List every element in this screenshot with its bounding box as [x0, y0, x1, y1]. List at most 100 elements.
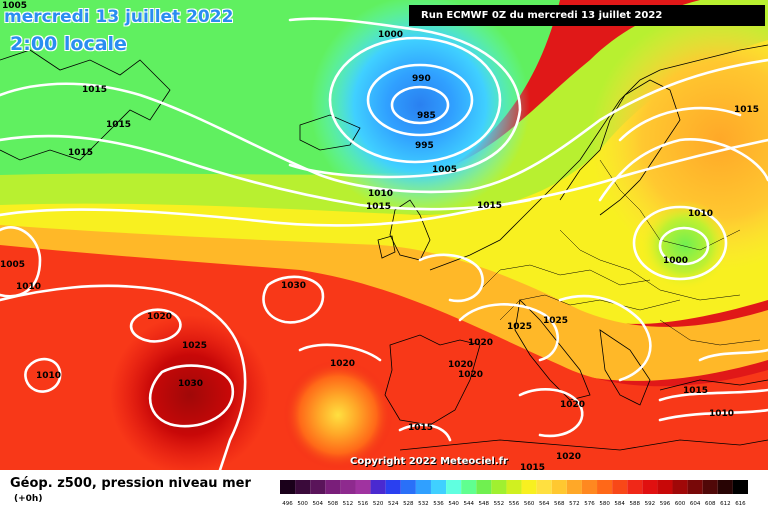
pressure-label: 1030 [178, 379, 203, 389]
run-info-text: Run ECMWF 0Z du mercredi 13 juillet 2022 [421, 10, 663, 21]
color-swatch [430, 480, 447, 494]
color-tick-label: 520 [373, 501, 384, 507]
color-swatch [506, 480, 522, 494]
color-tick-label: 508 [328, 501, 339, 507]
color-swatch [627, 480, 643, 494]
color-swatch [295, 480, 311, 494]
pressure-label: 1020 [330, 359, 355, 369]
color-swatch [385, 480, 401, 494]
run-info-box: Run ECMWF 0Z du mercredi 13 juillet 2022 [409, 5, 765, 26]
pressure-label: 1005 [2, 1, 27, 11]
color-tick-label: 584 [614, 501, 625, 507]
pressure-label: 1010 [16, 282, 41, 292]
pressure-label: 1020 [560, 400, 585, 410]
pressure-label: 1015 [82, 85, 107, 95]
color-swatch [657, 480, 673, 494]
pressure-label: 1015 [520, 463, 545, 470]
color-swatch [310, 480, 326, 494]
pressure-label: 1015 [734, 105, 759, 115]
color-swatch [581, 480, 598, 494]
color-swatch [461, 480, 477, 494]
color-tick-label: 604 [690, 501, 701, 507]
color-swatch [400, 480, 416, 494]
color-swatch [325, 480, 341, 494]
color-tick-label: 544 [463, 501, 474, 507]
color-swatch [476, 480, 492, 494]
color-swatch [566, 480, 582, 494]
color-tick-label: 540 [448, 501, 459, 507]
pressure-label: 1015 [106, 120, 131, 130]
color-swatch [687, 480, 703, 494]
color-swatch [536, 480, 552, 494]
color-swatch [702, 480, 718, 494]
color-swatch [717, 480, 733, 494]
color-tick-label: 616 [735, 501, 746, 507]
color-tick-label: 496 [282, 501, 293, 507]
pressure-label: 1025 [507, 322, 532, 332]
color-swatch [642, 480, 658, 494]
color-tick-label: 560 [524, 501, 535, 507]
color-swatch [415, 480, 431, 494]
color-tick-label: 512 [343, 501, 354, 507]
weather-map: 1005 1015 1015 1015 1000 990 985 995 1005 1010 101… [0, 0, 768, 470]
color-tick-label: 556 [509, 501, 520, 507]
pressure-label: 995 [415, 141, 434, 151]
color-swatch [551, 480, 567, 494]
color-tick-label: 564 [539, 501, 550, 507]
color-swatch [732, 480, 748, 494]
pressure-label: 1020 [468, 338, 493, 348]
color-swatch [355, 480, 371, 494]
color-swatch [521, 480, 537, 494]
color-tick-label: 552 [494, 501, 505, 507]
color-tick-label: 548 [479, 501, 490, 507]
pressure-label: 1025 [543, 316, 568, 326]
pressure-label: 990 [412, 74, 431, 84]
isobars [0, 17, 768, 470]
pressure-label: 1010 [36, 371, 61, 381]
color-scale-bar: 496 500 504 508 512 516 520 524 528 532 536 540 544 5… [280, 480, 748, 507]
color-tick-label: 580 [599, 501, 610, 507]
coastlines [0, 44, 768, 451]
color-swatch [672, 480, 688, 494]
pressure-label: 1015 [366, 202, 391, 212]
pressure-label: 1000 [663, 256, 688, 266]
color-tick-label: 588 [630, 501, 641, 507]
color-tick-label: 528 [403, 501, 414, 507]
color-tick-label: 516 [358, 501, 369, 507]
pressure-label: 1020 [556, 452, 581, 462]
pressure-label: 985 [417, 111, 436, 121]
color-swatch [340, 480, 356, 494]
color-tick-label: 576 [584, 501, 595, 507]
pressure-label: 1015 [477, 201, 502, 211]
color-tick-label: 592 [645, 501, 656, 507]
shade-atlantic-high [100, 310, 280, 470]
pressure-label: 1015 [68, 148, 93, 158]
color-tick-label: 612 [720, 501, 731, 507]
pressure-label: 1020 [448, 360, 473, 370]
pressure-label: 1020 [147, 312, 172, 322]
color-tick-label: 524 [388, 501, 399, 507]
pressure-label: 1015 [683, 386, 708, 396]
pressure-label: 1010 [688, 209, 713, 219]
color-tick-label: 608 [705, 501, 716, 507]
color-tick-label: 532 [418, 501, 429, 507]
color-swatch [446, 480, 462, 494]
pressure-label: 1005 [0, 260, 25, 270]
color-tick-label: 600 [675, 501, 686, 507]
color-tick-label: 596 [660, 501, 671, 507]
pressure-label: 1025 [182, 341, 207, 351]
color-tick-label: 568 [554, 501, 565, 507]
pressure-label: 1015 [408, 423, 433, 433]
lead-time-label: (+0h) [14, 494, 43, 504]
country-borders [479, 159, 761, 346]
shade-atlantic-low [250, 0, 590, 220]
pressure-label: 1000 [378, 30, 403, 40]
color-swatch [612, 480, 628, 494]
color-tick-label: 500 [297, 501, 308, 507]
pressure-label: 1030 [281, 281, 306, 291]
color-swatch [370, 480, 386, 494]
color-swatch [491, 480, 507, 494]
date-title: mercredi 13 juillet 2022 [4, 7, 234, 27]
color-swatch [280, 480, 296, 494]
pressure-label: 1005 [432, 165, 457, 175]
